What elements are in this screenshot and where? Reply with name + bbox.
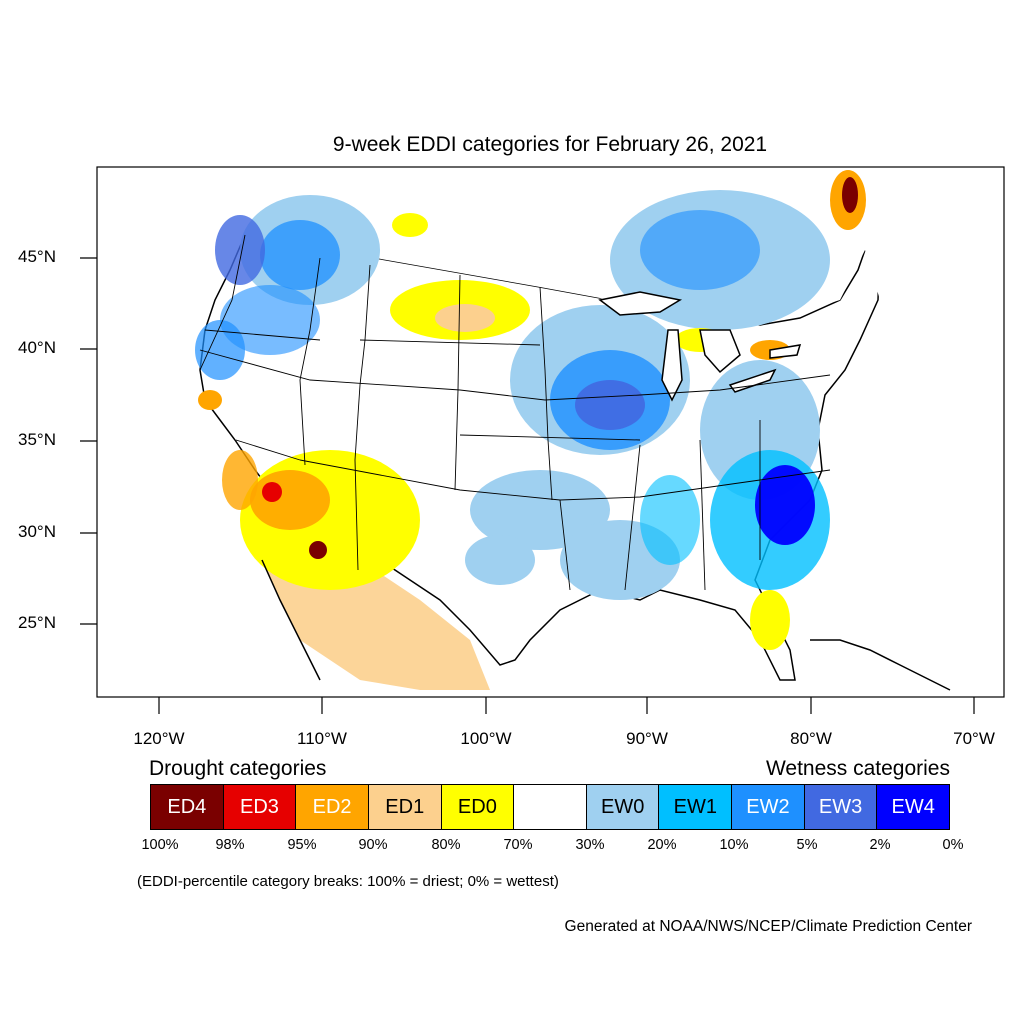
percentile-break-label: 98% — [215, 837, 245, 853]
lake-ontario — [769, 344, 802, 359]
legend-label: EW3 — [818, 795, 863, 818]
legend-box-ed4: ED4 — [151, 785, 224, 829]
percentile-break-label: 2% — [869, 837, 891, 853]
legend-box-ew2: EW2 — [732, 785, 805, 829]
percentile-break-label: 80% — [431, 837, 461, 853]
map-field — [195, 170, 1004, 691]
latitude-ticks — [80, 257, 97, 625]
lake-huron — [699, 329, 741, 374]
percentile-break-label: 20% — [647, 837, 677, 853]
longitude-label: 90°W — [626, 729, 668, 748]
legend-label: EW1 — [673, 795, 717, 818]
latitude-label: 25°N — [18, 613, 56, 632]
category-legend-bar: ED4 ED3 ED2 ED1 ED0 EW0 EW1 EW2 EW3 EW4 — [150, 784, 950, 830]
lake-superior — [598, 291, 683, 316]
drought-categories-heading: Drought categories — [149, 757, 327, 780]
latitude-label: 40°N — [18, 338, 56, 357]
map-frame — [96, 166, 1005, 698]
longitude-label: 70°W — [953, 729, 995, 748]
cuba-outline — [810, 639, 951, 691]
percentile-break-label: 10% — [719, 837, 749, 853]
legend-box-ew3: EW3 — [804, 785, 878, 829]
credit-line: Generated at NOAA/NWS/NCEP/Climate Predi… — [564, 918, 972, 935]
longitude-label: 110°W — [297, 729, 347, 748]
legend-label: ED4 — [167, 795, 207, 818]
legend-box-ew1: EW1 — [659, 785, 733, 829]
percentile-break-label: 0% — [942, 837, 964, 853]
drought-areas — [198, 170, 866, 650]
latitude-label: 35°N — [18, 430, 56, 449]
state-borders — [199, 234, 831, 591]
legend-label: ED1 — [385, 795, 425, 818]
lake-erie — [728, 368, 777, 393]
percentile-break-label: 70% — [503, 837, 533, 853]
category-footnote: (EDDI-percentile category breaks: 100% =… — [137, 873, 559, 890]
legend-box-ed0: ED0 — [441, 785, 515, 829]
longitude-label: 120°W — [133, 729, 185, 748]
latitude-label: 30°N — [18, 522, 56, 541]
wetness-categories-heading: Wetness categories — [765, 757, 950, 780]
longitude-label: 100°W — [460, 729, 512, 748]
wetness-areas — [195, 190, 830, 600]
legend-box-normal — [514, 785, 587, 829]
legend-box-ew0: EW0 — [586, 785, 660, 829]
great-lakes — [598, 291, 802, 402]
percentile-break-label: 90% — [358, 837, 388, 853]
legend-label: ED3 — [240, 795, 279, 818]
legend-label: EW2 — [746, 795, 790, 818]
latitude-label: 45°N — [18, 247, 56, 266]
baja-coastline — [261, 559, 321, 681]
percentile-break-label: 5% — [796, 837, 818, 853]
longitude-ticks — [158, 697, 975, 714]
legend-box-ed1: ED1 — [368, 785, 442, 829]
legend-box-ed3: ED3 — [223, 785, 297, 829]
percentile-break-label: 30% — [575, 837, 605, 853]
legend-box-ew4: EW4 — [877, 785, 950, 829]
legend-label: ED0 — [457, 795, 497, 818]
legend-label: EW4 — [891, 795, 935, 818]
percentile-break-label: 100% — [141, 837, 179, 853]
legend-label: EW0 — [600, 795, 645, 818]
longitude-label: 80°W — [790, 729, 832, 748]
percentile-break-label: 95% — [287, 837, 317, 853]
map-title: 9-week EDDI categories for February 26, … — [332, 133, 768, 156]
legend-label: ED2 — [312, 795, 352, 818]
legend-box-ed2: ED2 — [296, 785, 369, 829]
lake-michigan — [661, 329, 683, 402]
